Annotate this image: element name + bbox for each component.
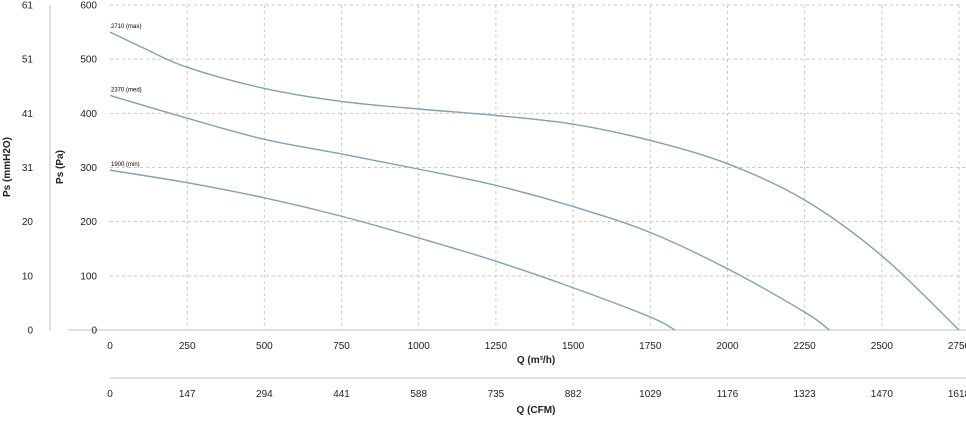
x2-tick-label: 1470: [871, 389, 894, 400]
series-label-0: 2710 (max): [111, 24, 141, 30]
y-axis-title: Ps (Pa): [55, 150, 66, 184]
x-tick-label: 2000: [716, 341, 739, 352]
series-line-0: [109, 31, 960, 331]
x2-tick-label: 147: [179, 389, 196, 400]
x2-tick-label: 0: [107, 389, 113, 400]
x-tick-label: 1000: [408, 341, 431, 352]
x2-tick-label: 735: [488, 389, 505, 400]
x2-tick-label: 588: [410, 389, 427, 400]
y2-axis-title: Ps (mmH2O): [2, 137, 13, 197]
x2-tick-label: 882: [565, 389, 582, 400]
series-line-1: [109, 94, 830, 331]
y-tick-label: 400: [80, 109, 97, 120]
x-tick-label: 250: [179, 341, 196, 352]
x-tick-label: 2250: [794, 341, 817, 352]
y2-tick-label: 51: [22, 55, 34, 66]
x-tick-label: 0: [107, 341, 113, 352]
y-tick-label: 100: [80, 271, 97, 282]
y2-tick-label: 10: [22, 271, 34, 282]
y-tick-label: 0: [91, 326, 97, 337]
x-tick-label: 1500: [562, 341, 585, 352]
x2-tick-label: 441: [333, 389, 350, 400]
y-tick-label: 300: [80, 163, 97, 174]
x2-tick-label: 1176: [717, 389, 739, 400]
grid-layer: [110, 4, 966, 330]
x2-tick-label: 1323: [794, 389, 817, 400]
series-label-1: 2370 (med): [111, 87, 142, 93]
y-tick-label: 200: [80, 217, 97, 228]
x-axis-title: Q (m³/h): [517, 355, 555, 366]
x-tick-label: 750: [333, 341, 350, 352]
x-tick-label: 2750: [948, 341, 966, 352]
x2-tick-label: 1029: [639, 389, 662, 400]
series-layer: [109, 31, 960, 331]
y-tick-label: 500: [80, 55, 97, 66]
series-line-2: [109, 169, 676, 331]
x2-axis-title: Q (CFM): [517, 405, 556, 416]
y2-tick-label: 0: [27, 326, 33, 337]
axis-layer: [49, 5, 966, 379]
y2-tick-label: 61: [22, 1, 34, 12]
x-tick-label: 1750: [639, 341, 662, 352]
y-tick-label: 600: [80, 1, 97, 12]
x-tick-label: 500: [256, 341, 273, 352]
y2-tick-label: 20: [22, 217, 34, 228]
y2-tick-label: 31: [22, 163, 34, 174]
x-tick-label: 2500: [871, 341, 894, 352]
x2-tick-label: 294: [256, 389, 273, 400]
label-layer: 0025014750029475044110005881250735150088…: [22, 1, 966, 401]
y2-tick-label: 41: [22, 109, 34, 120]
x2-tick-label: 1618: [948, 389, 966, 400]
series-label-2: 1900 (min): [111, 162, 140, 168]
x-tick-label: 1250: [485, 341, 508, 352]
